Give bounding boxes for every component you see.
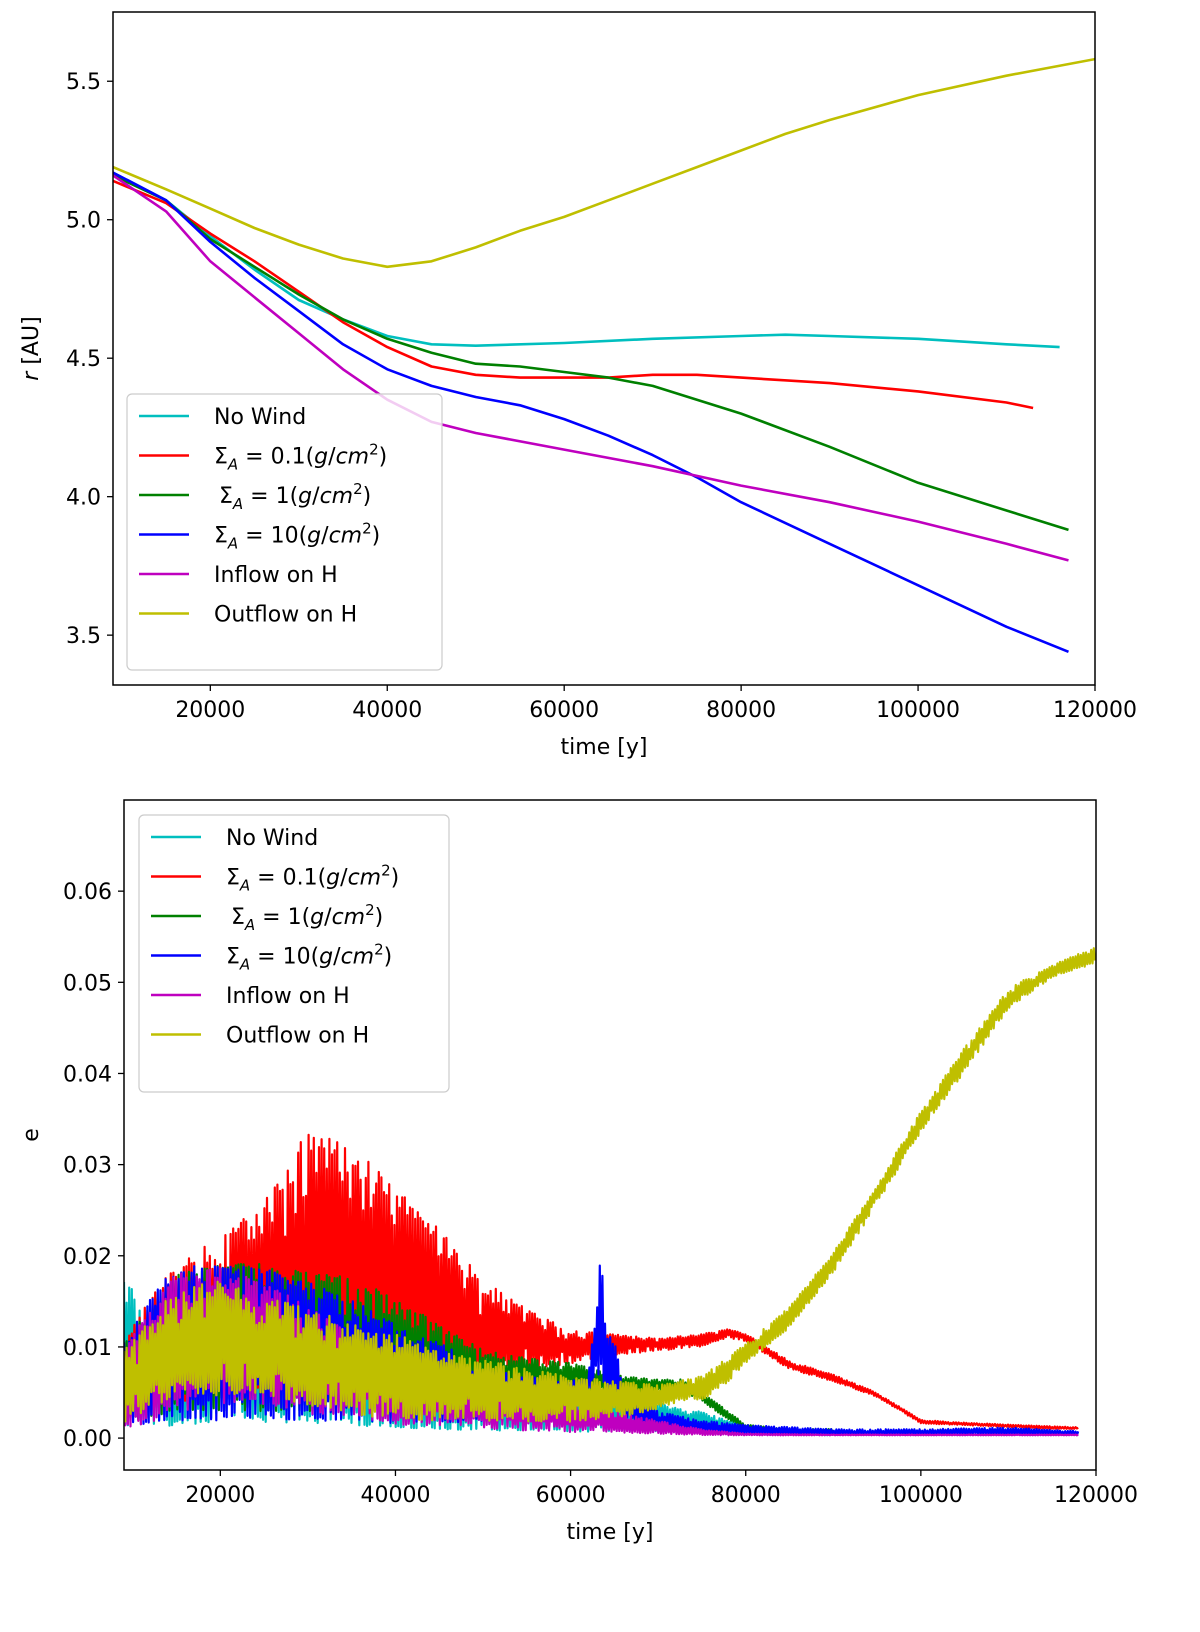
y-tick-label: 0.02	[63, 1245, 112, 1270]
legend: No Wind ΣA = 0.1(g/cm2) ΣA = 1(g/cm2) ΣA = …	[138, 814, 450, 1093]
x-tick-label: 100000	[879, 1483, 963, 1508]
legend-label: ΣA = 1(g/cm2)	[231, 901, 383, 934]
legend-label: Inflow on H	[214, 563, 338, 588]
series-line-2	[113, 174, 1069, 532]
x-tick-label: 120000	[1053, 698, 1137, 723]
plot-frame	[123, 799, 1097, 1471]
series-group	[124, 947, 1096, 1437]
x-tick-label: 120000	[1054, 1483, 1138, 1508]
y-tick-label: 0.06	[63, 880, 112, 905]
x-axis-label: time [y]	[567, 1520, 654, 1545]
legend-label: Inflow on H	[226, 984, 350, 1009]
series-line-3	[113, 171, 1069, 654]
legend-label: ΣA = 1(g/cm2)	[219, 480, 371, 513]
legend-label: ΣA = 0.1(g/cm2)	[214, 441, 387, 474]
y-tick-label: 0.03	[63, 1154, 112, 1179]
y-tick-label: 4.0	[66, 486, 101, 511]
x-tick-label: 60000	[529, 698, 599, 723]
y-tick-label: 0.01	[63, 1336, 112, 1361]
plot-frame	[112, 11, 1096, 686]
x-axis-label: time [y]	[561, 735, 648, 760]
legend-label: Outflow on H	[214, 603, 357, 628]
legend-label: No Wind	[214, 405, 306, 430]
series-line-4	[113, 174, 1069, 562]
x-tick-label: 40000	[352, 698, 422, 723]
y-tick-label: 0.05	[63, 971, 112, 996]
x-tick-label: 80000	[711, 1483, 781, 1508]
x-tick-label: 40000	[360, 1483, 430, 1508]
x-tick-label: 80000	[706, 698, 776, 723]
legend-label: ΣA = 10(g/cm2)	[214, 520, 380, 553]
y-axis-label: e	[19, 1128, 44, 1142]
y-tick-label: 4.5	[66, 347, 101, 372]
legend-label: ΣA = 10(g/cm2)	[226, 941, 392, 974]
y-tick-label: 5.0	[66, 209, 101, 234]
y-tick-label: 5.5	[66, 70, 101, 95]
series-group	[113, 57, 1095, 654]
legend-label: No Wind	[226, 826, 318, 851]
legend-box	[126, 393, 443, 671]
x-tick-label: 20000	[185, 1483, 255, 1508]
y-tick-label: 3.5	[66, 624, 101, 649]
series-line-5	[113, 57, 1095, 269]
x-tick-label: 100000	[876, 698, 960, 723]
radius-chart: 20000 40000 60000 80000 100000 120000 3.5 4.0 4.…	[19, 11, 1137, 760]
y-tick-label: 0.00	[63, 1427, 112, 1452]
legend: No Wind ΣA = 0.1(g/cm2) ΣA = 1(g/cm2) ΣA = …	[126, 393, 443, 671]
y-axis-label: r [AU]	[19, 316, 44, 380]
x-tick-label: 20000	[175, 698, 245, 723]
legend-label: ΣA = 0.1(g/cm2)	[226, 862, 399, 895]
y-tick-label: 0.04	[63, 1062, 112, 1087]
eccentricity-chart: 20000 40000 60000 80000 100000 120000 0.00 0.01…	[19, 799, 1138, 1545]
x-tick-label: 60000	[536, 1483, 606, 1508]
legend-label: Outflow on H	[226, 1024, 369, 1049]
legend-box	[138, 814, 450, 1093]
series-line-5	[124, 947, 1096, 1423]
series-line-1	[113, 179, 1034, 410]
